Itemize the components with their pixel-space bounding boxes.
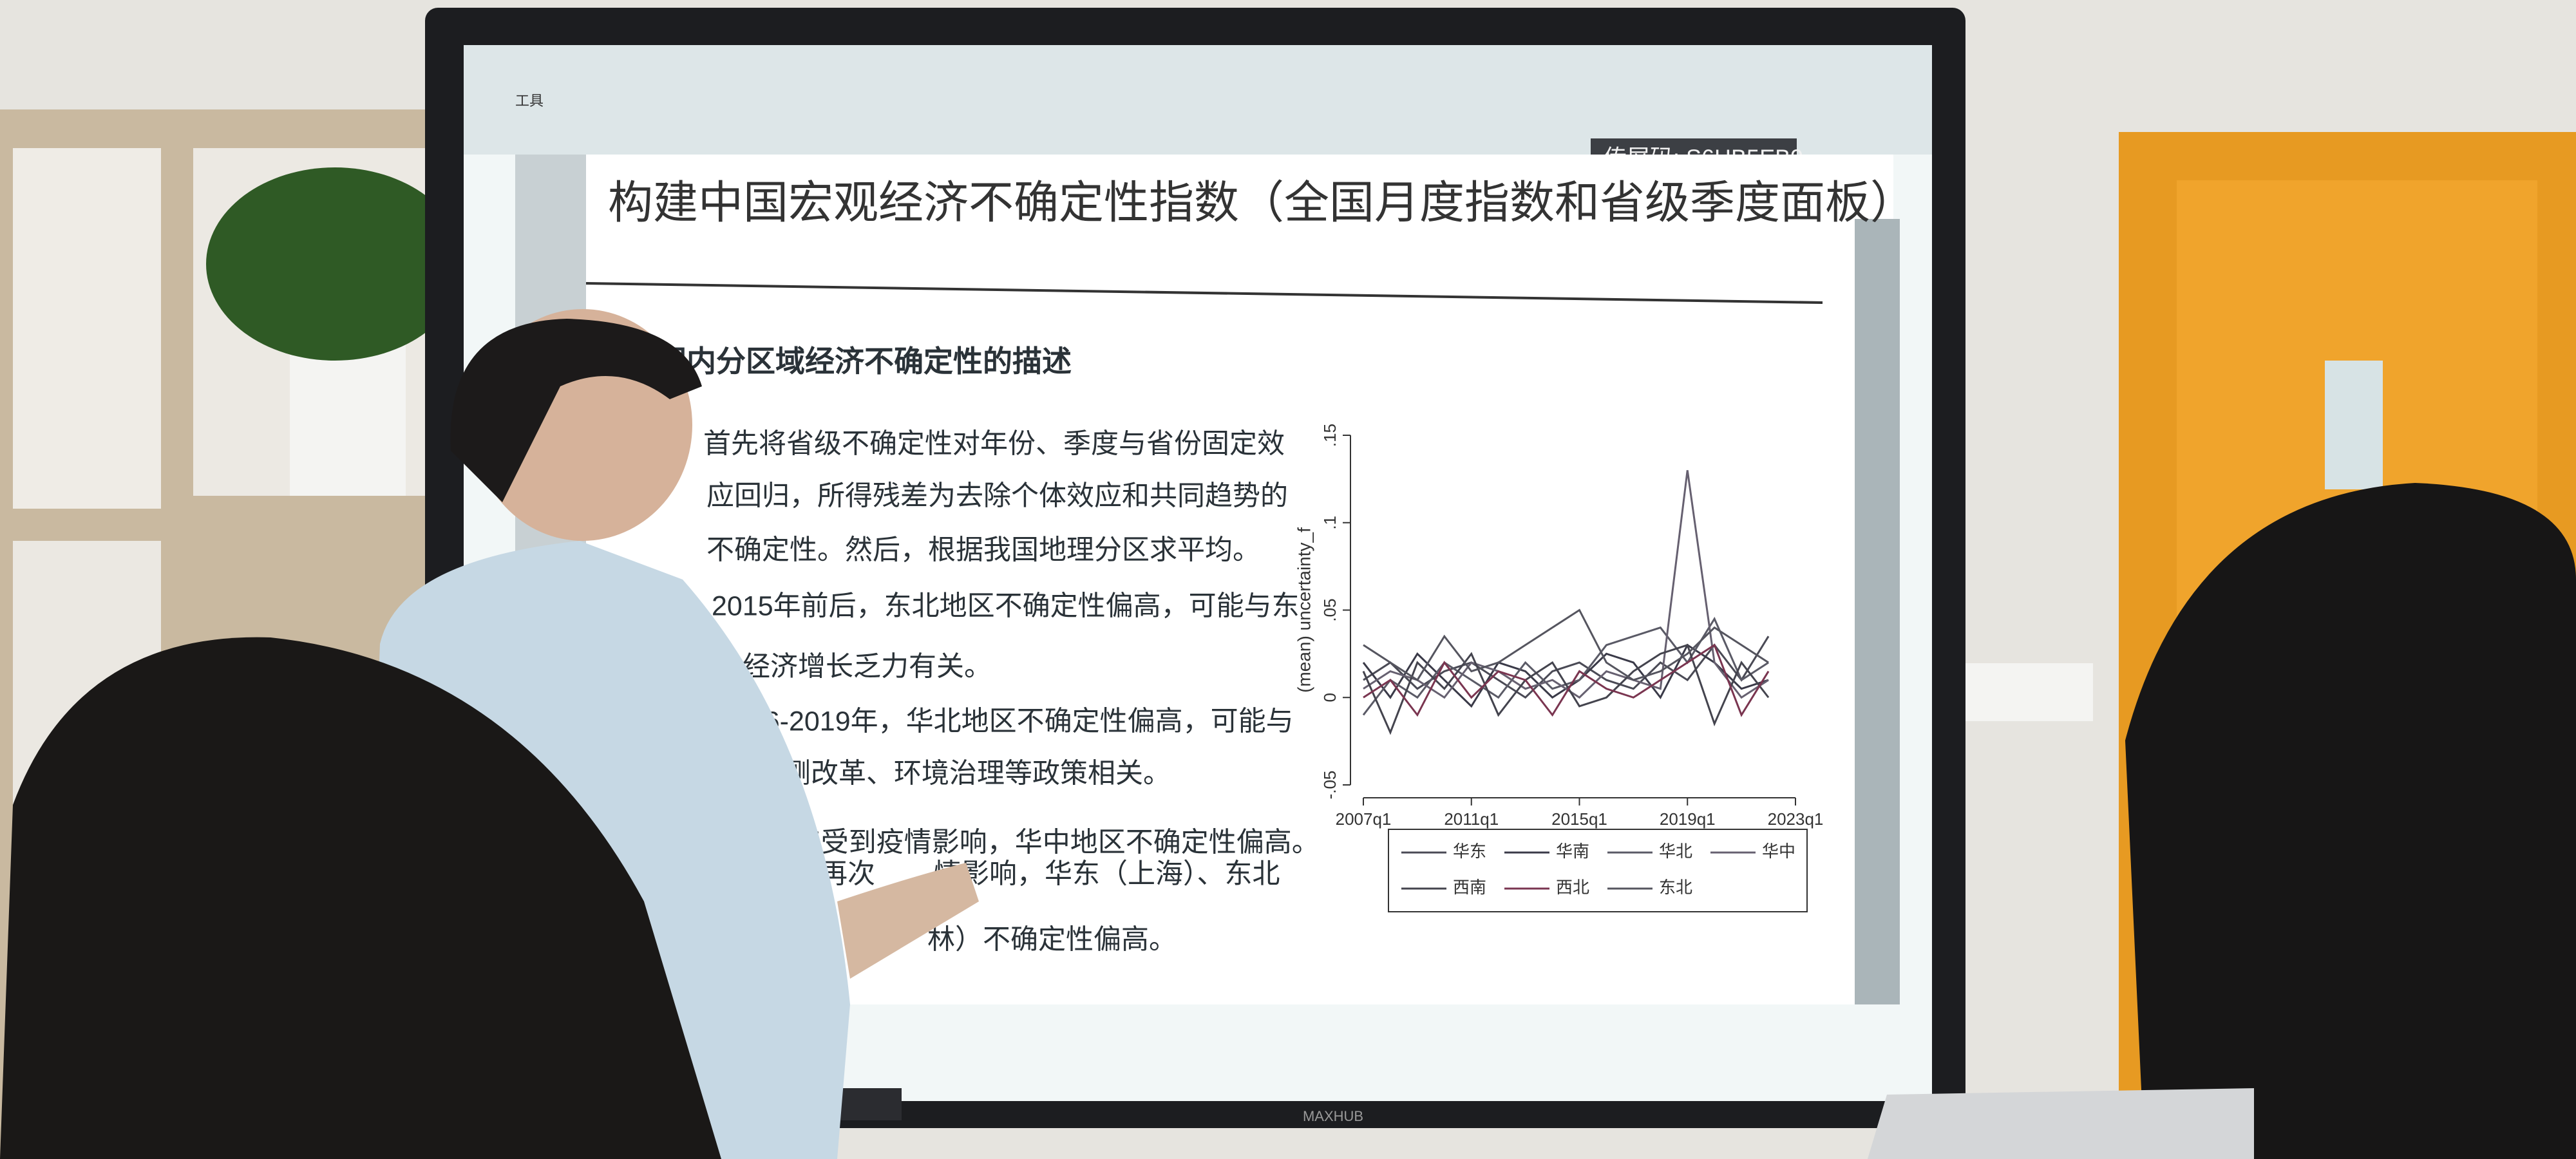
paragraph: 020年受到疫情影响，华中地区不确定性偏高。 [747,827,1320,858]
paragraph: 应回归，所得残差为去除个体效应和共同趋势的 [706,480,1288,511]
x-tick-label: 2007q1 [1336,809,1392,829]
y-tick-label: .15 [1320,424,1340,447]
chart: -.05 0 .05 .1 .15 2007q1 2011q1 2015q1 2019q1 202… [1294,424,1823,912]
x-tick-label: 2019q1 [1660,809,1716,829]
brand: MAXHUB [1303,1108,1363,1124]
legend-label: 华北 [1659,842,1692,861]
paragraph: 情影响，华东（上海）、东北 [934,858,1280,889]
y-tick-label: .1 [1320,516,1340,530]
section-heading: 国内分区域经济不确定性的描述 [657,344,1072,378]
series-line [1362,643,1770,735]
title-rule [585,282,1823,304]
legend-label: 东北 [1659,878,1692,897]
legend-label: 华南 [1556,842,1589,861]
legend-label: 华东 [1453,842,1486,861]
x-tick-label: 2023q1 [1768,809,1824,829]
paragraph: 2016-2019年，华北地区不确定性偏高，可能与 [718,706,1294,737]
laptop [1868,1088,2254,1159]
audience-head-left [0,637,721,1159]
toolbar [464,45,1932,155]
series-line [1363,608,1769,682]
series-line [1363,643,1770,717]
legend-label: 西北 [1556,878,1589,897]
scrollbar [1855,219,1900,1004]
x-tick-label: 2011q1 [1444,809,1499,829]
door-window [2325,361,2383,489]
switch [1964,663,2093,721]
paragraph: 林）不确定性偏高。 [927,924,1177,955]
legend-box [1388,829,1808,912]
plant [206,167,464,361]
paragraph: 北经济增长乏力有关。 [715,651,992,682]
y-tick-label: .05 [1320,598,1340,621]
x-tick-label: 2015q1 [1551,809,1607,829]
y-tick-label: -.05 [1320,771,1340,800]
legend-label: 华中 [1762,842,1795,861]
paragraph: 2015年前后，东北地区不确定性偏高，可能与东 [712,590,1300,621]
presenter-hair [450,319,702,502]
shelf-cell [13,148,161,509]
paragraph: 不确定性。然后，根据我国地理分区求平均。 [706,534,1260,565]
presenter-arm [837,863,979,979]
paragraph: 首先将省级不确定性对年份、季度与省份固定效 [703,428,1285,459]
y-tick-label: 0 [1320,693,1340,702]
slide-title: 构建中国宏观经济不确定性指数（全国月度指数和省级季度面板） [608,177,1915,227]
legend-label: 西南 [1453,878,1486,897]
toolbar-label: 工具 [515,93,544,109]
audience-head-right [2125,483,2576,1159]
y-axis-title: (mean) uncertainty_f [1294,527,1314,693]
